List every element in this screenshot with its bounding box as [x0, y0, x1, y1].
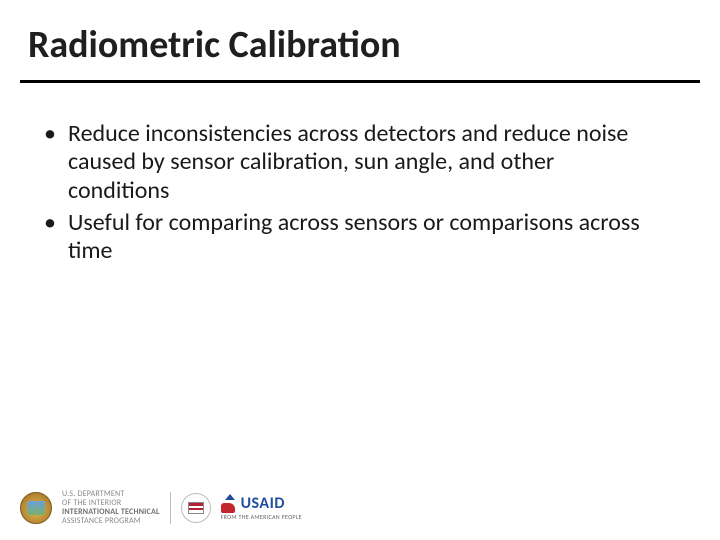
usaid-subtext: FROM THE AMERICAN PEOPLE [221, 514, 302, 520]
doi-line2: OF THE INTERIOR [62, 499, 160, 508]
title-underline [20, 80, 700, 83]
doi-text-block: U.S. DEPARTMENT OF THE INTERIOR INTERNAT… [62, 490, 160, 526]
usaid-hand-icon [221, 495, 239, 513]
doi-seal-icon [20, 492, 52, 524]
list-item: Reduce inconsistencies across detectors … [40, 120, 650, 205]
usaid-logo: USAID [221, 495, 302, 513]
usaid-seal-icon [181, 493, 211, 523]
footer-logos: U.S. DEPARTMENT OF THE INTERIOR INTERNAT… [20, 490, 302, 526]
usaid-word: USAID [241, 496, 285, 512]
footer-divider [170, 492, 171, 524]
doi-line4: ASSISTANCE PROGRAM [62, 517, 160, 526]
usaid-block: USAID FROM THE AMERICAN PEOPLE [221, 495, 302, 520]
list-item: Useful for comparing across sensors or c… [40, 209, 650, 266]
bullet-list: Reduce inconsistencies across detectors … [40, 120, 650, 270]
slide: Radiometric Calibration Reduce inconsist… [0, 0, 720, 540]
slide-title: Radiometric Calibration [28, 22, 401, 68]
